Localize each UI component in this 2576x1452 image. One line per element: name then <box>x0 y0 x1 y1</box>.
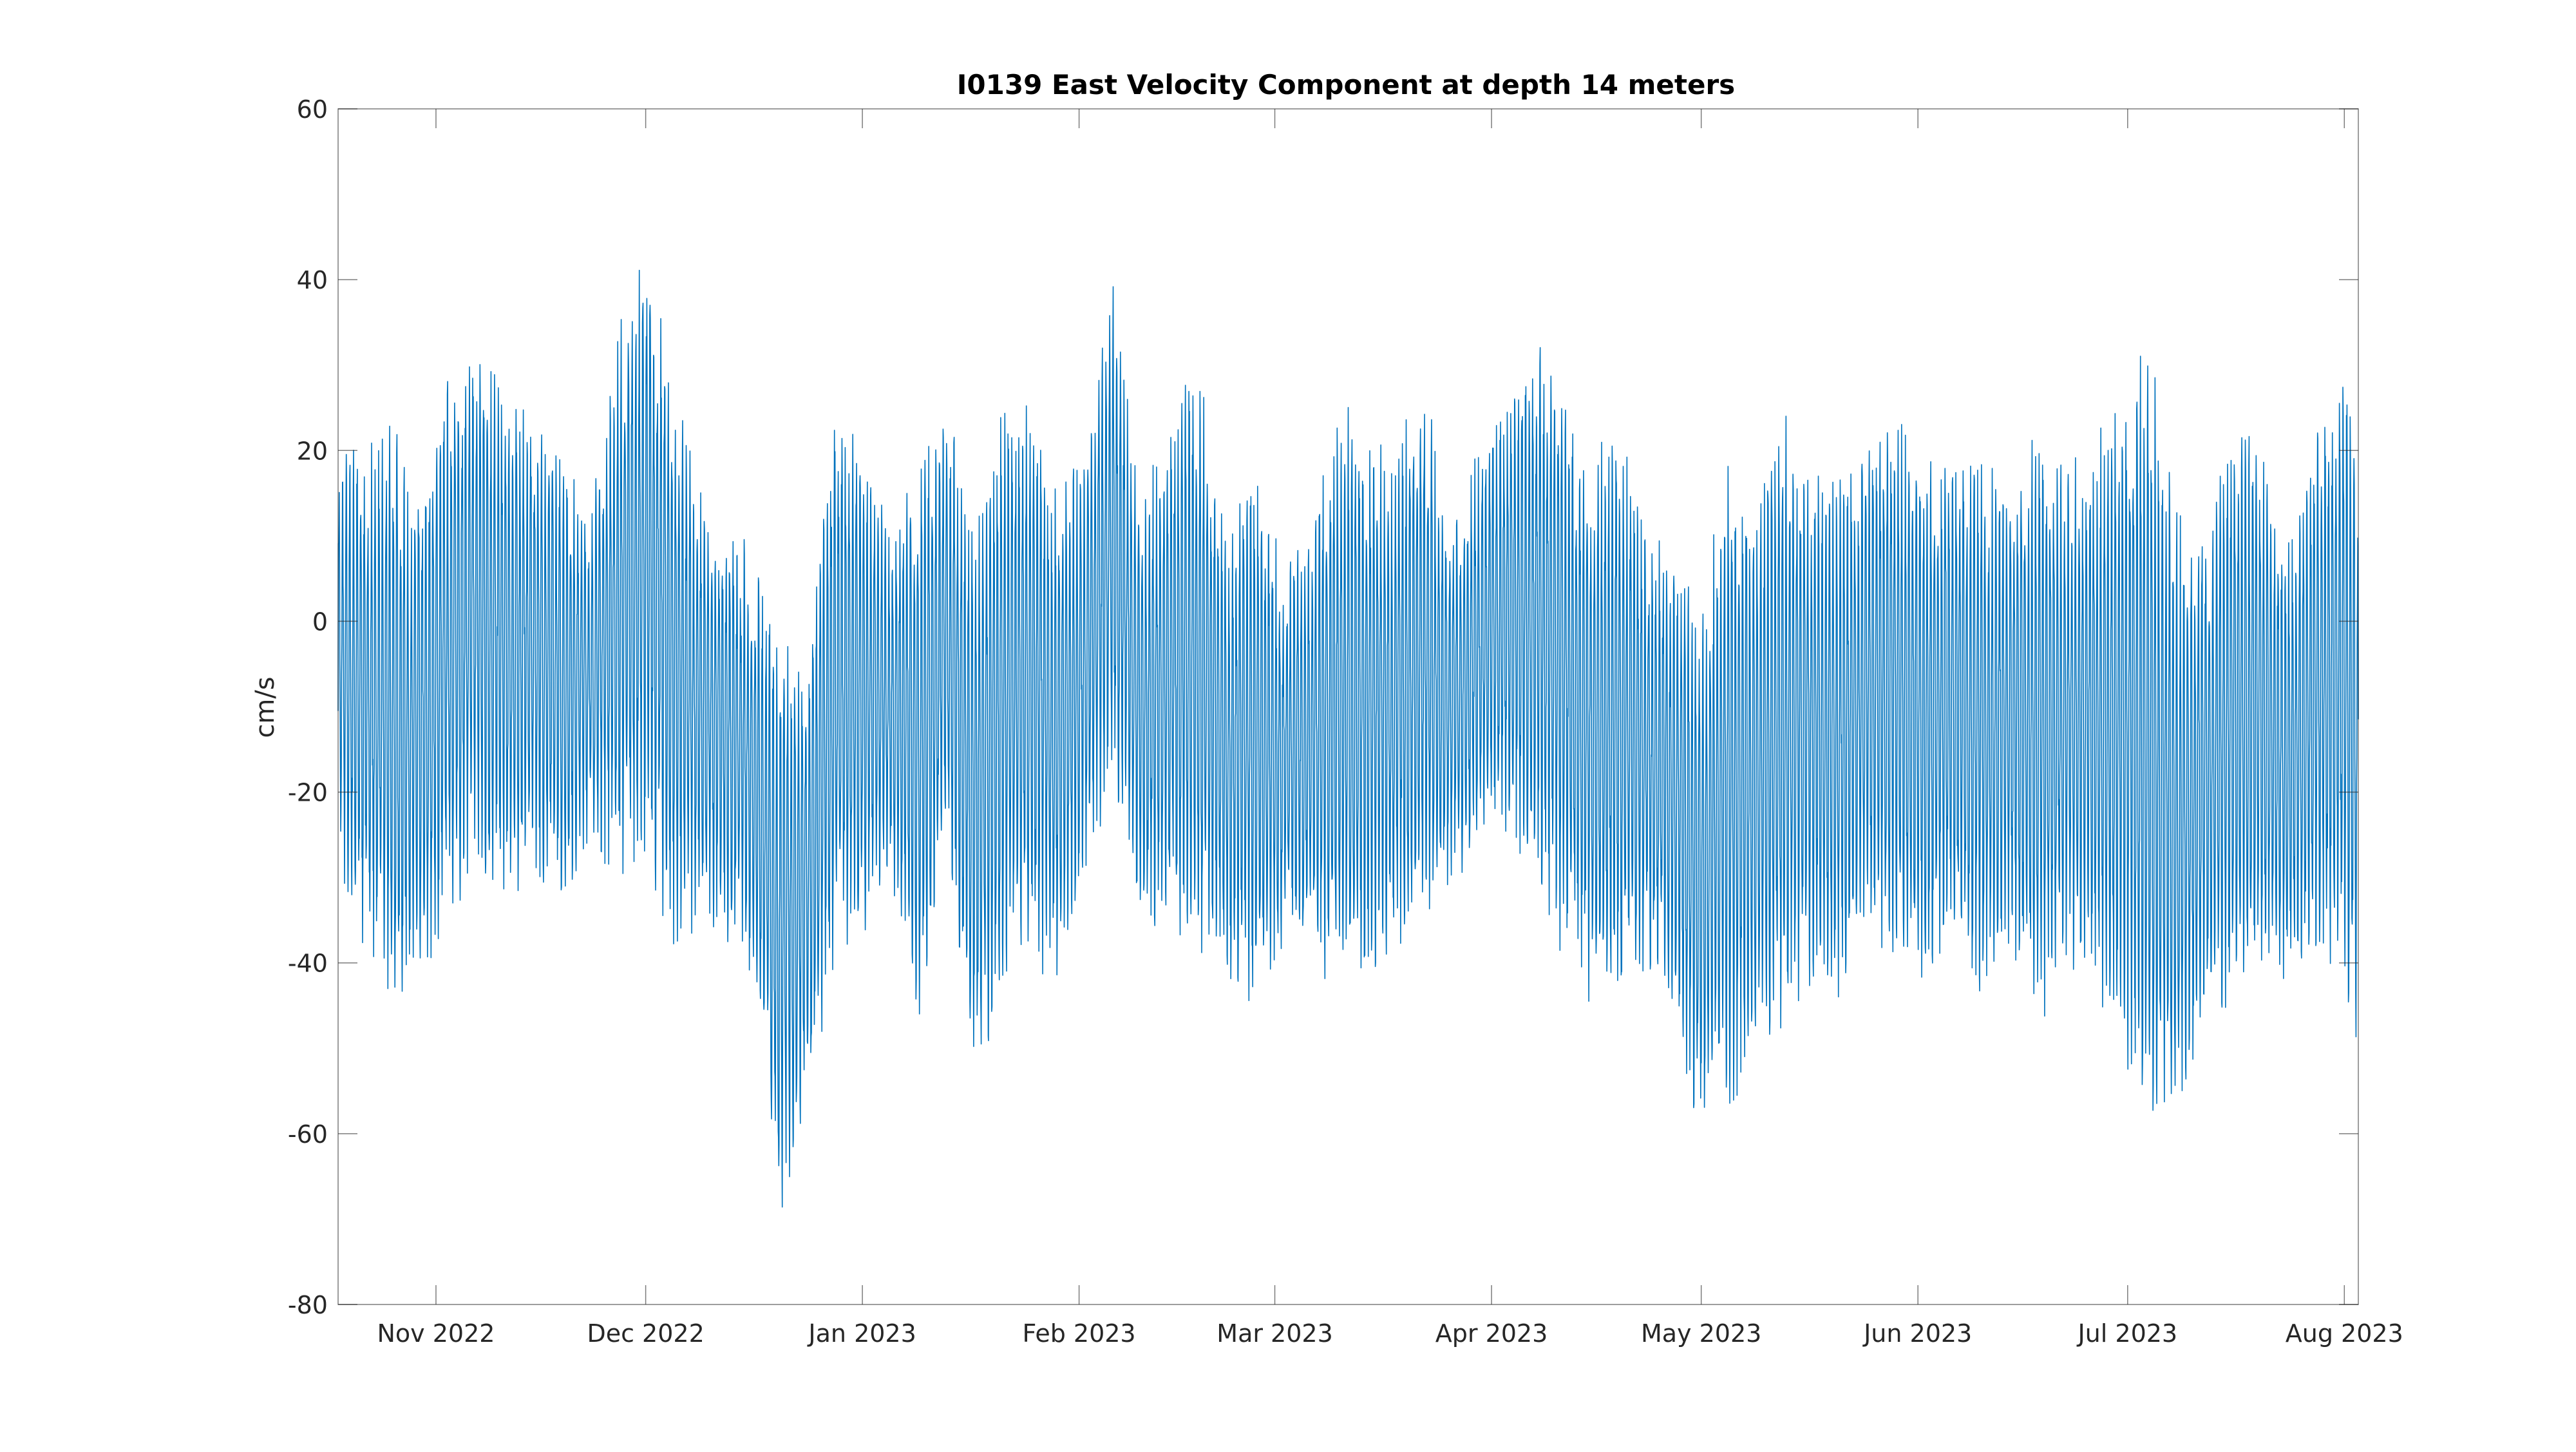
x-tick-label: Aug 2023 <box>2286 1319 2403 1348</box>
series-group <box>337 269 2359 1208</box>
y-tick-label: -20 <box>288 779 328 807</box>
chart-title: I0139 East Velocity Component at depth 1… <box>957 69 1735 100</box>
x-tick-label: Jul 2023 <box>2076 1319 2177 1348</box>
plot-box <box>337 108 2359 1305</box>
series-line <box>337 269 2359 1208</box>
x-tick-label: Jun 2023 <box>1862 1319 1972 1348</box>
x-tick-label: Jan 2023 <box>807 1319 916 1348</box>
y-axis-label: cm/s <box>251 676 280 738</box>
x-tick-label: Apr 2023 <box>1435 1319 1548 1348</box>
y-tick-label: -60 <box>288 1120 328 1149</box>
x-tick-label: Feb 2023 <box>1023 1319 1136 1348</box>
y-tick-label: 60 <box>297 95 328 124</box>
x-tick-label: Dec 2022 <box>587 1319 704 1348</box>
y-tick-label: 40 <box>297 266 328 294</box>
x-tick-label: Nov 2022 <box>377 1319 495 1348</box>
y-tick-label: -40 <box>288 950 328 978</box>
y-tick-label: -80 <box>288 1291 328 1319</box>
axes-group: 60 40 20 0 -20 -40 -60 -80 Nov 2022 Dec 2022 Jan 2… <box>288 95 2403 1348</box>
y-tick-label: 0 <box>312 607 328 636</box>
x-tick-label: Mar 2023 <box>1217 1319 1332 1348</box>
x-tick-label: May 2023 <box>1641 1319 1761 1348</box>
y-tick-label: 20 <box>297 437 328 465</box>
